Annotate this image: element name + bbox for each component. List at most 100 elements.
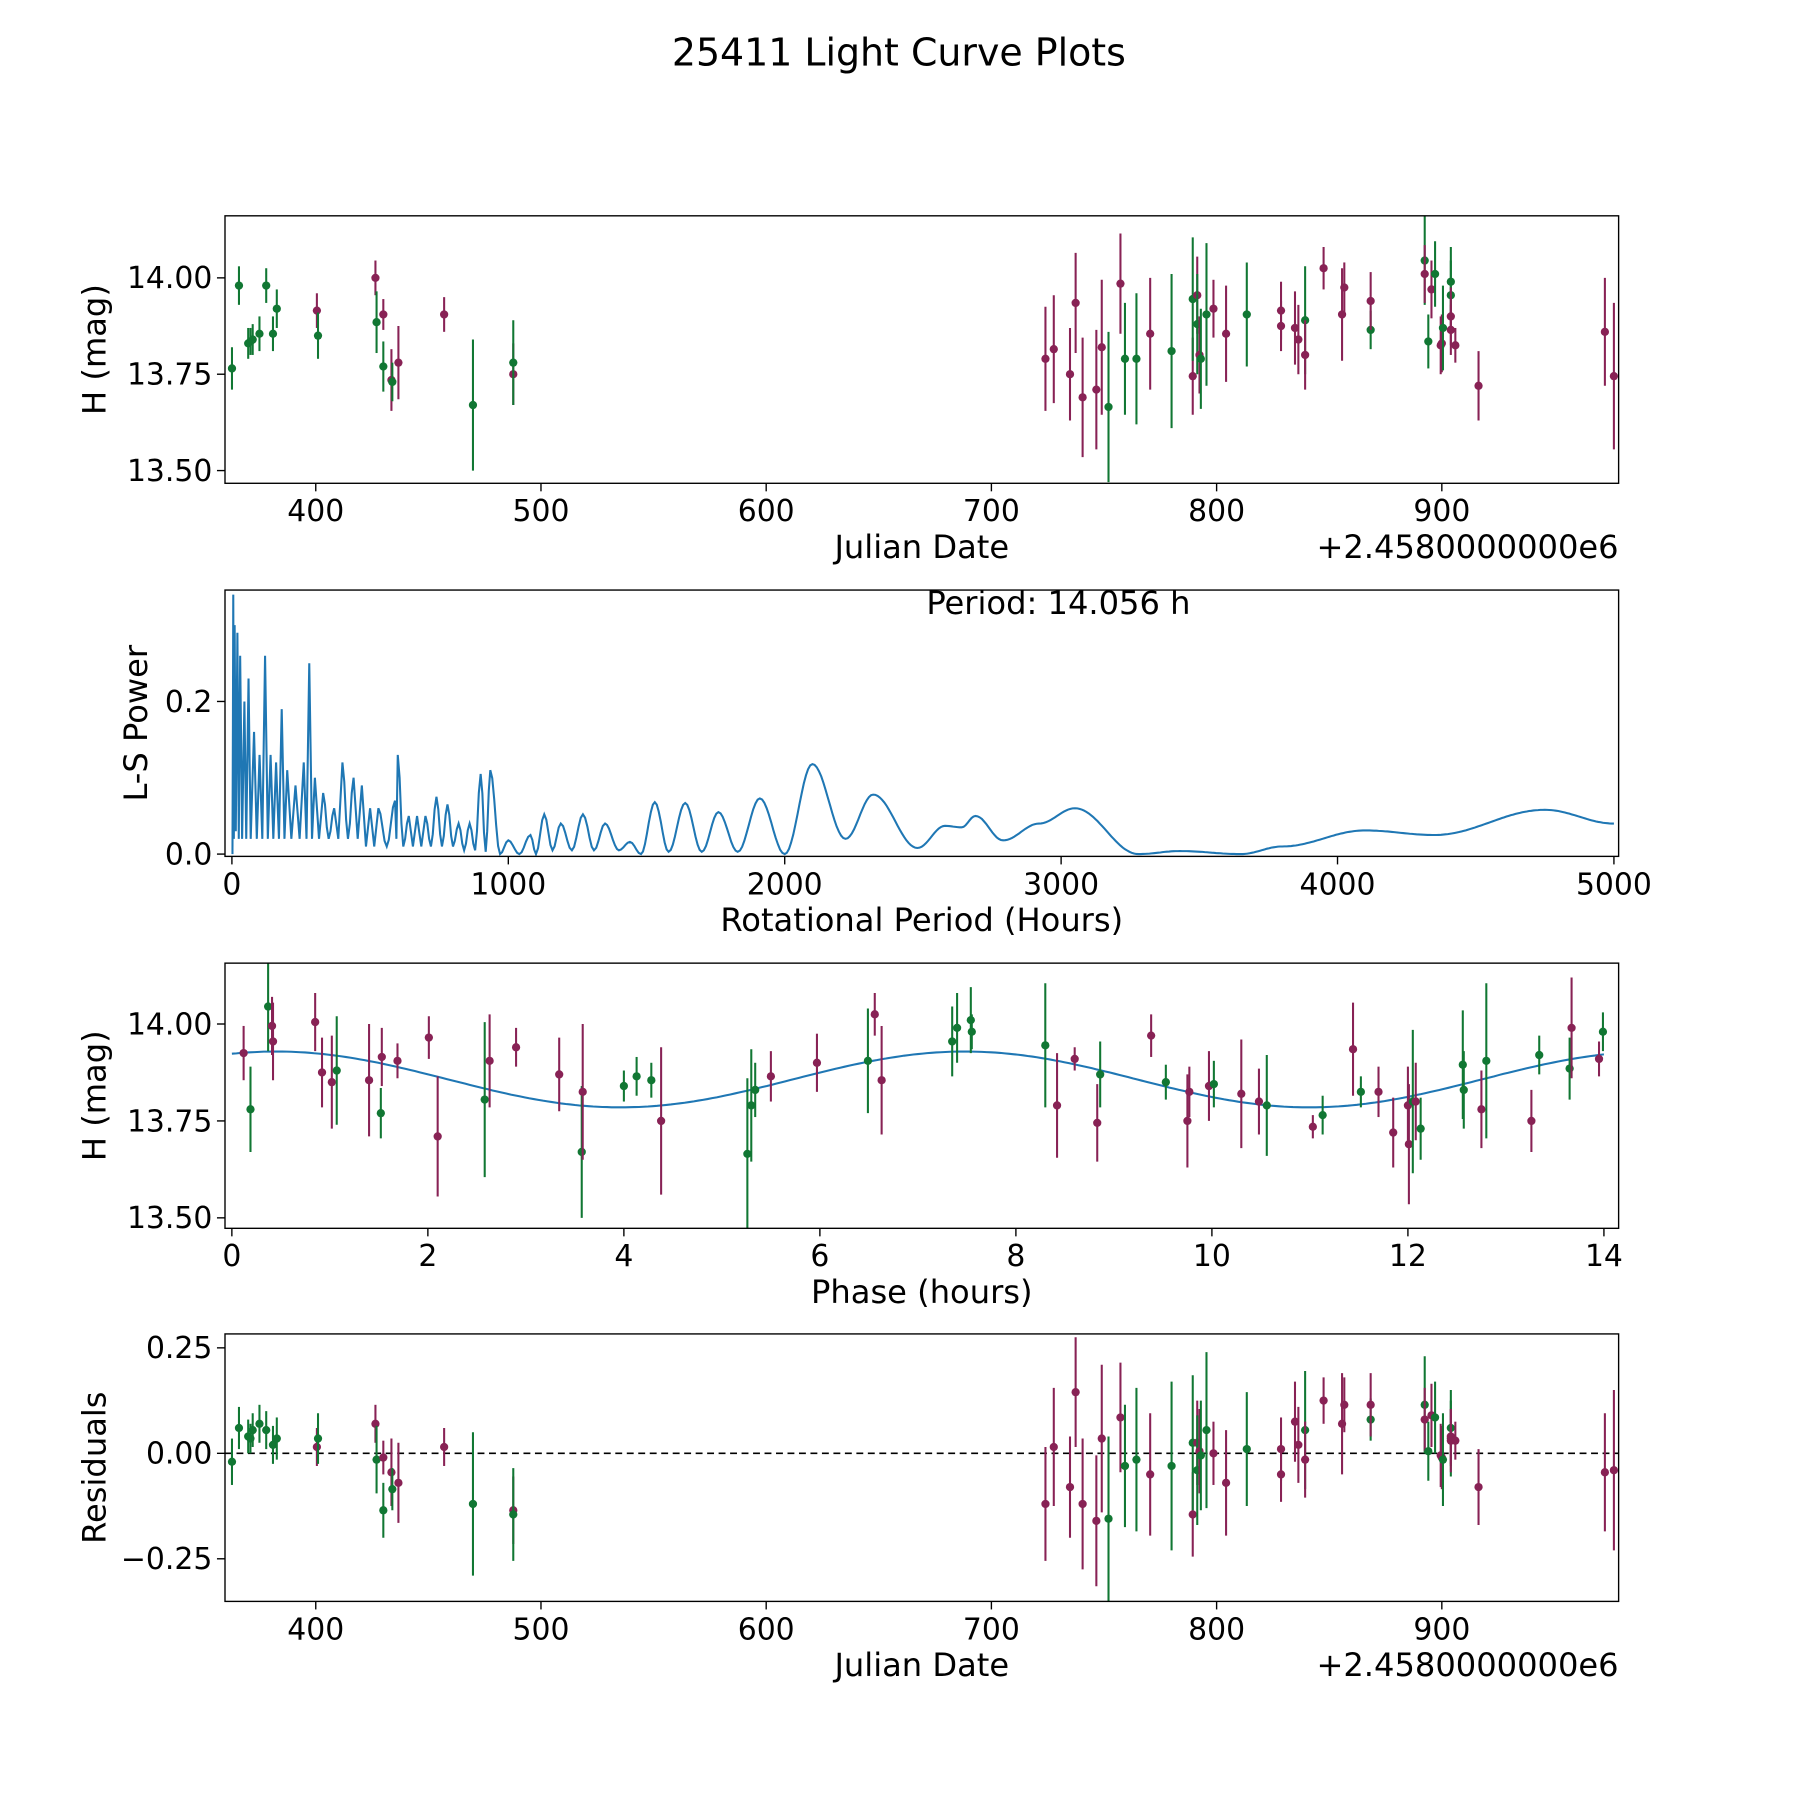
x-tick-label: 10	[1193, 1239, 1231, 1274]
data-point	[1167, 1461, 1176, 1471]
data-point	[1183, 1116, 1192, 1126]
x-tick-label: 700	[963, 1612, 1020, 1647]
data-point	[1294, 335, 1303, 344]
x-tick-label: 0	[222, 1239, 241, 1274]
data-point	[468, 1499, 478, 1509]
x-tick-label: 4	[614, 1239, 633, 1274]
y-tick-label: 0.2	[165, 685, 212, 720]
data-point	[578, 1087, 587, 1096]
data-point	[440, 310, 449, 319]
data-point	[246, 1105, 255, 1114]
data-point	[1474, 381, 1483, 390]
x-tick-label: 900	[1413, 1612, 1470, 1647]
data-point	[1438, 1455, 1448, 1464]
data-point	[1070, 1054, 1079, 1064]
data-point	[268, 1440, 278, 1450]
data-point	[766, 1072, 776, 1081]
data-point	[555, 1070, 564, 1079]
data-point	[1598, 1027, 1608, 1036]
data-point	[272, 304, 281, 313]
data-point	[468, 400, 478, 410]
data-point	[1319, 1396, 1328, 1405]
data-point	[1404, 1140, 1414, 1149]
x-tick-label: 700	[963, 494, 1020, 529]
data-point	[1097, 1434, 1106, 1443]
data-point	[632, 1072, 641, 1081]
data-point	[313, 331, 323, 340]
data-point	[751, 1085, 760, 1095]
x-tick-label: 12	[1389, 1239, 1427, 1274]
data-point	[1052, 1101, 1062, 1110]
x-tick-label: 5000	[1576, 867, 1652, 902]
y-axis-label: H (mag)	[76, 1030, 114, 1161]
data-point	[1416, 1124, 1425, 1133]
data-point	[1389, 1128, 1398, 1137]
data-point	[1300, 350, 1310, 360]
data-point	[1318, 1110, 1327, 1120]
data-point	[1147, 1031, 1156, 1040]
data-point	[1424, 1447, 1433, 1456]
data-point	[371, 1419, 380, 1428]
plot-area	[231, 963, 1608, 1229]
data-point	[1120, 354, 1130, 363]
y-axis-label: Residuals	[76, 1391, 114, 1543]
data-point	[1146, 1470, 1155, 1479]
data-point	[1374, 1087, 1383, 1096]
data-point	[433, 1132, 442, 1141]
data-point	[1209, 1079, 1218, 1089]
periodogram-panel: 0 1000 2000 3000 4000 5000 0.0 0.2 Rotational Pe…	[117, 584, 1652, 939]
data-point	[1290, 323, 1300, 333]
data-point	[747, 1101, 756, 1110]
data-point	[1049, 345, 1058, 354]
x-offset-label: +2.4580000000e6	[1316, 1646, 1618, 1684]
data-point	[1120, 1461, 1130, 1471]
data-point	[1527, 1116, 1536, 1126]
x-tick-label: 500	[513, 1612, 570, 1647]
data-point	[656, 1116, 666, 1126]
data-point	[863, 1056, 873, 1065]
data-point	[424, 1033, 433, 1042]
data-point	[1438, 323, 1448, 333]
data-point	[364, 1076, 374, 1085]
data-point	[248, 335, 257, 344]
data-point	[394, 1478, 403, 1487]
x-tick-label: 1000	[470, 867, 546, 902]
data-point	[1237, 1089, 1246, 1098]
data-point	[1104, 402, 1113, 412]
data-point	[619, 1081, 629, 1091]
data-point	[379, 362, 388, 371]
data-point	[1600, 327, 1610, 336]
x-tick-label: 400	[287, 494, 344, 529]
data-point	[1132, 1455, 1141, 1464]
data-point	[1065, 1482, 1075, 1492]
data-point	[1430, 1413, 1440, 1422]
x-tick-label: 600	[738, 494, 795, 529]
y-tick-label: 0.25	[146, 1331, 212, 1366]
data-point	[1093, 1118, 1102, 1127]
data-point	[248, 1425, 257, 1435]
x-tick-label: 6	[810, 1239, 829, 1274]
data-point	[1221, 1478, 1231, 1487]
data-point	[1427, 285, 1436, 294]
data-point	[1609, 372, 1619, 381]
data-point	[1161, 1078, 1170, 1087]
data-point	[1202, 1425, 1211, 1435]
data-point	[388, 1485, 397, 1494]
axes-frame	[224, 962, 1620, 1230]
data-point	[227, 1457, 237, 1466]
data-point	[372, 318, 381, 327]
light-curve-panel: 400 500 600 700 800 900 13.50 13.75 14.00 Julian …	[76, 215, 1620, 566]
data-point	[1116, 279, 1125, 288]
data-point	[1049, 1442, 1058, 1452]
data-point	[255, 329, 264, 338]
data-point	[388, 377, 397, 387]
data-point	[952, 1023, 962, 1033]
data-point	[1104, 1514, 1113, 1523]
data-point	[967, 1027, 976, 1036]
data-point	[1340, 1400, 1349, 1409]
x-tick-label: 2000	[747, 867, 823, 902]
residuals-panel: 400 500 600 700 800 900 −0.25 0.00 0.25 Julian Da…	[76, 1331, 1620, 1684]
data-point	[1474, 1482, 1483, 1492]
data-point	[1366, 1400, 1375, 1409]
data-point	[1420, 269, 1429, 279]
